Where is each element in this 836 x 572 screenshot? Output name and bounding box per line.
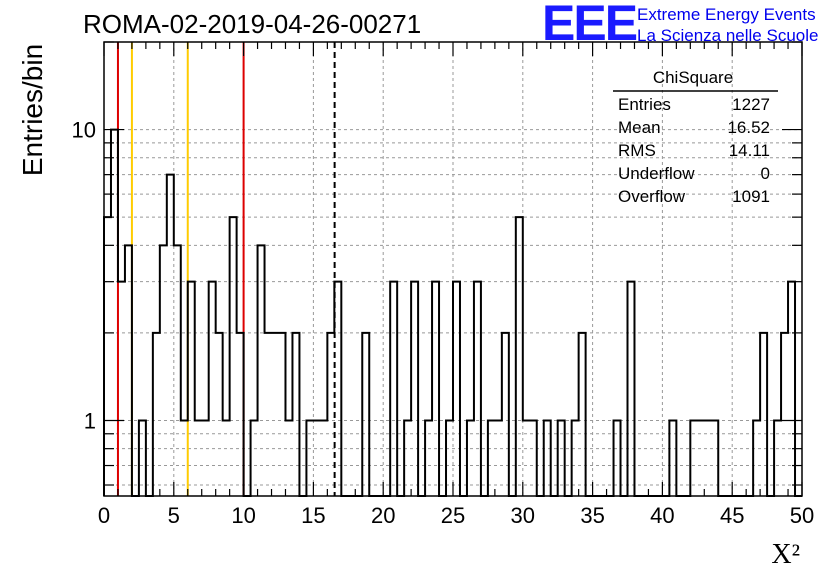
run-title: ROMA-02-2019-04-26-00271 (83, 9, 421, 39)
stats-row-label: Overflow (618, 187, 686, 206)
logo-line-2: La Scienza nelle Scuole (637, 26, 818, 45)
eee-logo: EEE Extreme Energy Events La Scienza nel… (542, 0, 818, 51)
x-tick-label: 25 (441, 503, 465, 528)
stats-row-rms: RMS 14.11 (618, 141, 770, 160)
stats-row-underflow: Underflow 0 (618, 164, 770, 183)
histogram-step-line (103, 128, 802, 497)
grid (104, 42, 802, 496)
x-tick-label: 0 (98, 503, 110, 528)
stats-row-entries: Entries 1227 (618, 95, 770, 114)
stats-row-value: 16.52 (727, 118, 770, 137)
x-tick-label: 35 (580, 503, 604, 528)
stats-row-label: Mean (618, 118, 661, 137)
x-tick-label: 20 (371, 503, 395, 528)
histogram (103, 128, 802, 497)
stats-row-value: 14.11 (729, 141, 770, 160)
stats-row-mean: Mean 16.52 (618, 118, 770, 137)
x-axis-label: X² (771, 539, 800, 570)
logo-letters: EEE (542, 0, 637, 51)
stats-row-overflow: Overflow 1091 (618, 187, 770, 206)
reference-lines (116, 42, 336, 496)
x-tick-label: 10 (231, 503, 255, 528)
y-axis-label: Entries/bin (17, 44, 48, 176)
x-tick-label: 5 (168, 503, 180, 528)
stats-row-value: 1227 (732, 95, 770, 114)
stats-row-value: 1091 (732, 187, 770, 206)
stats-title: ChiSquare (653, 68, 733, 87)
x-tick-label: 15 (301, 503, 325, 528)
y-tick-label: 1 (84, 408, 96, 433)
stats-row-label: Underflow (618, 164, 695, 183)
stats-box: ChiSquare Entries 1227 Mean 16.52 RMS 14… (613, 68, 778, 206)
stats-row-label: Entries (618, 95, 671, 114)
x-tick-label: 30 (511, 503, 535, 528)
stats-row-value: 0 (761, 164, 770, 183)
axes: 0 5 10 15 20 25 30 35 40 45 50 1 10 (72, 41, 814, 528)
x-tick-label: 40 (650, 503, 674, 528)
x-tick-label: 50 (790, 503, 814, 528)
x-tick-label: 45 (720, 503, 744, 528)
logo-line-1: Extreme Energy Events (637, 5, 816, 24)
stats-row-label: RMS (618, 141, 656, 160)
y-tick-label: 10 (72, 118, 96, 143)
